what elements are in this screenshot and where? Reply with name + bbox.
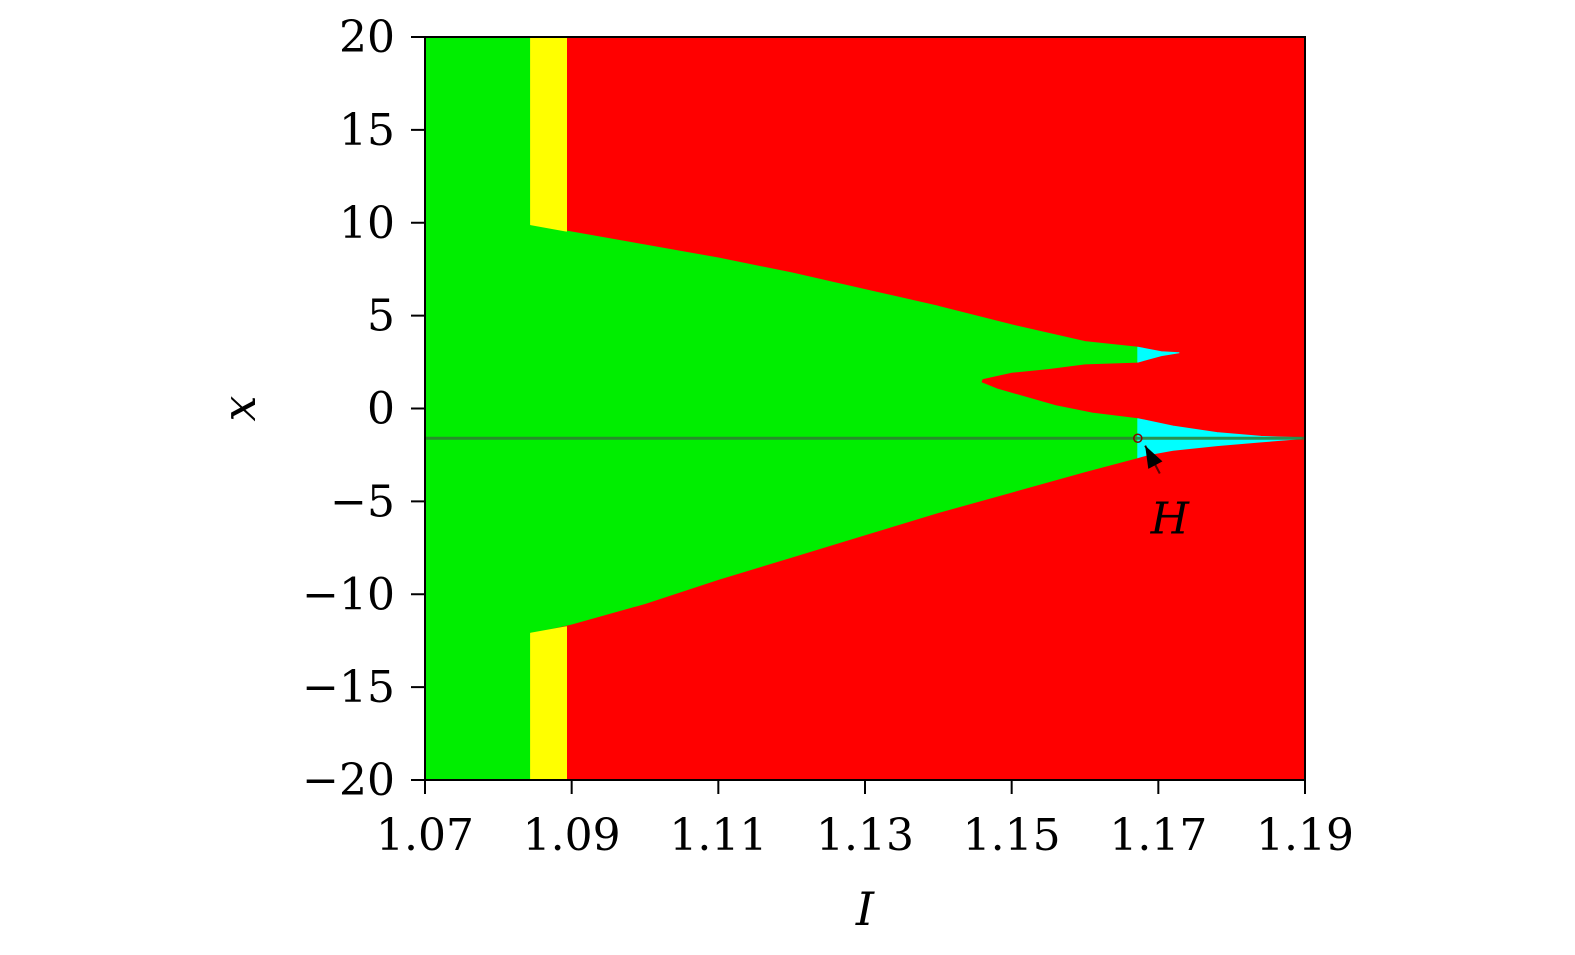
- y-tick-label: 10: [339, 198, 395, 249]
- annotation-point: [1133, 433, 1143, 443]
- x-tick-label: 1.17: [1109, 810, 1207, 861]
- x-tick-label: 1.07: [376, 810, 474, 861]
- region-2: [530, 626, 567, 780]
- y-tick-label: −5: [330, 476, 395, 527]
- region-3: [1137, 346, 1180, 363]
- y-tick-label: 0: [367, 384, 395, 435]
- y-tick-label: −15: [302, 662, 395, 713]
- y-tick-label: 20: [339, 12, 395, 63]
- y-axis-label: x: [212, 395, 266, 421]
- x-axis-label: I: [855, 882, 875, 936]
- y-tick-label: −20: [302, 755, 395, 806]
- x-tick-label: 1.09: [523, 810, 621, 861]
- x-tick-label: 1.15: [963, 810, 1061, 861]
- y-tick-label: −10: [302, 569, 395, 620]
- plot-area: [425, 37, 1305, 780]
- region-0: [425, 37, 1139, 780]
- annotation-label: H: [1150, 494, 1191, 545]
- y-tick-label: 15: [339, 105, 395, 156]
- x-tick-label: 1.19: [1256, 810, 1354, 861]
- x-tick-label: 1.13: [816, 810, 914, 861]
- region-1: [530, 37, 567, 232]
- annotation-arrow-head: [1145, 445, 1163, 469]
- x-tick-label: 1.11: [669, 810, 767, 861]
- y-tick-label: 5: [367, 291, 395, 342]
